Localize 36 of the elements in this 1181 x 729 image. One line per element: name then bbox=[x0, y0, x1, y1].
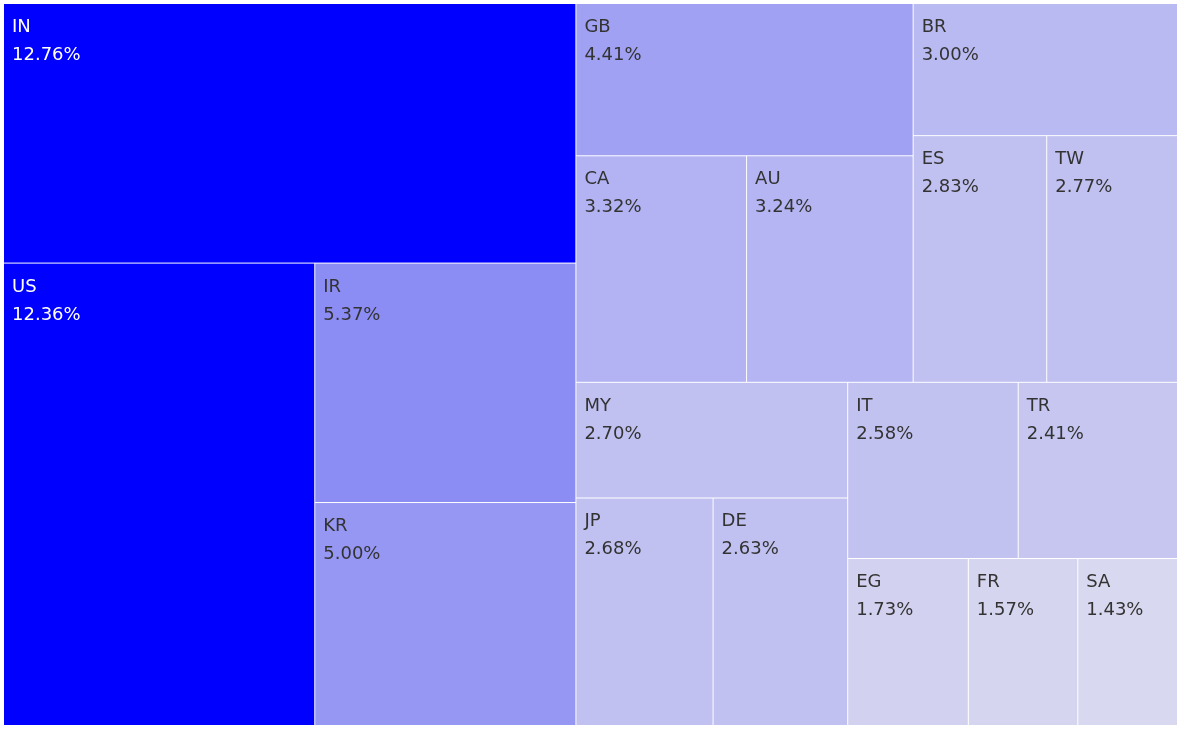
data-label: 2.77% bbox=[1055, 175, 1113, 197]
category-label: CA bbox=[584, 167, 610, 189]
data-label: 12.76% bbox=[12, 43, 81, 64]
data-label: 2.68% bbox=[584, 537, 642, 559]
category-label: MY bbox=[584, 393, 612, 415]
category-label: US bbox=[12, 274, 37, 296]
data-label: 2.83% bbox=[921, 175, 979, 197]
category-label: KR bbox=[323, 514, 348, 536]
data-label: 2.63% bbox=[721, 537, 779, 559]
category-label: JP bbox=[583, 509, 601, 531]
category-label: FR bbox=[976, 569, 1000, 591]
category-label: SA bbox=[1086, 569, 1112, 591]
data-label: 4.41% bbox=[584, 43, 642, 64]
data-label: 5.00% bbox=[323, 542, 381, 564]
data-label: 1.43% bbox=[1086, 597, 1144, 619]
data-label: 1.73% bbox=[856, 597, 914, 619]
data-label: 3.00% bbox=[921, 43, 979, 64]
data-label: 1.57% bbox=[976, 597, 1035, 619]
category-label: DE bbox=[721, 509, 747, 531]
category-label: TW bbox=[1054, 147, 1085, 169]
category-label: IR bbox=[323, 274, 342, 296]
data-label: 12.36% bbox=[12, 302, 81, 324]
data-label: 2.70% bbox=[584, 421, 642, 443]
data-label: 2.41% bbox=[1026, 421, 1084, 443]
category-label: EG bbox=[856, 569, 882, 591]
category-label: GB bbox=[584, 15, 611, 36]
category-label: BR bbox=[921, 15, 947, 36]
data-label: 2.58% bbox=[856, 421, 914, 443]
data-label: 3.24% bbox=[755, 195, 813, 217]
category-label: AU bbox=[755, 167, 781, 189]
category-label: ES bbox=[921, 147, 945, 169]
data-label: 5.37% bbox=[323, 302, 381, 324]
category-label: IN bbox=[12, 15, 31, 36]
category-label: TR bbox=[1025, 393, 1051, 415]
data-label: 3.32% bbox=[584, 195, 642, 217]
category-label: IT bbox=[856, 393, 874, 415]
